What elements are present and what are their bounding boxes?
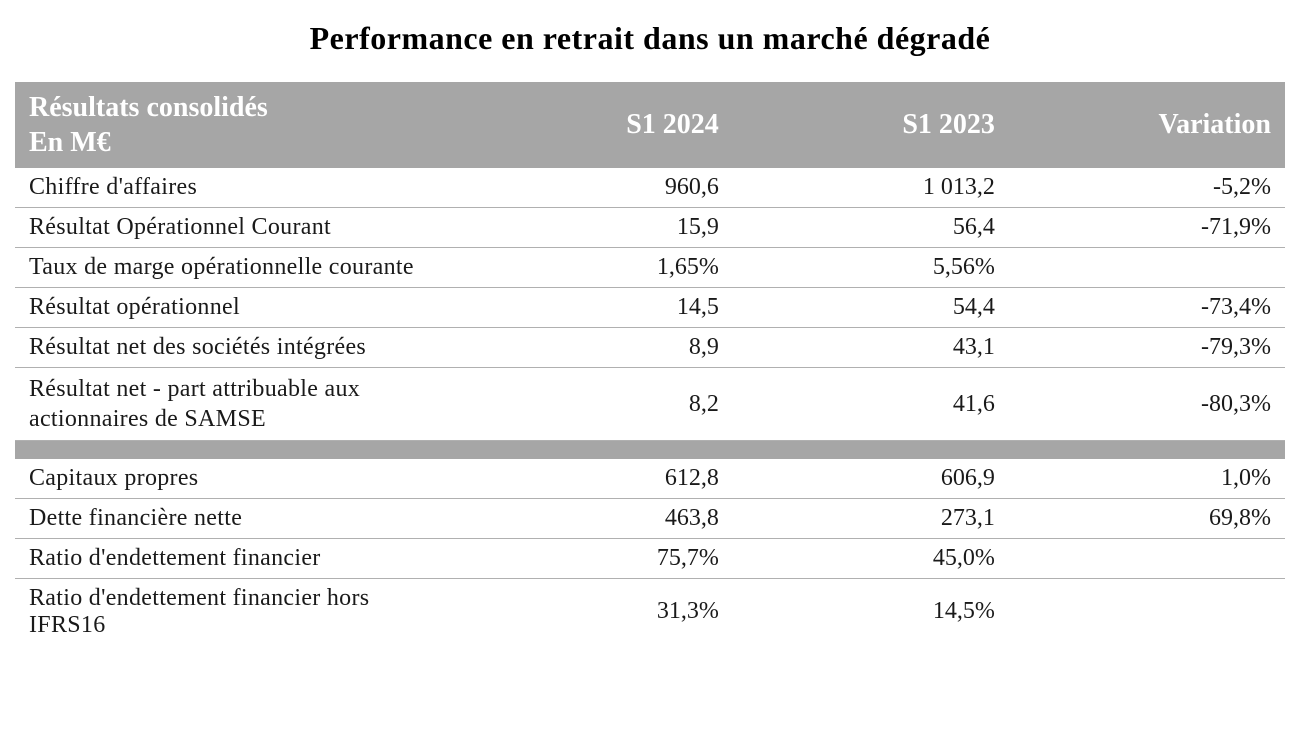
row-val-2023: 41,6 (733, 368, 1009, 441)
table-separator (15, 441, 1285, 459)
row-label: Dette financière nette (15, 498, 457, 538)
row-val-variation: -79,3% (1009, 328, 1285, 368)
row-label: Résultat net - part attribuable aux acti… (15, 368, 457, 441)
table-row: Résultat net - part attribuable aux acti… (15, 368, 1285, 441)
table-row: Dette financière nette 463,8 273,1 69,8% (15, 498, 1285, 538)
row-val-2023: 54,4 (733, 288, 1009, 328)
row-val-2024: 31,3% (457, 578, 733, 645)
row-label: Taux de marge opérationnelle courante (15, 248, 457, 288)
row-val-variation: -80,3% (1009, 368, 1285, 441)
row-val-variation: 69,8% (1009, 498, 1285, 538)
table-row: Résultat opérationnel 14,5 54,4 -73,4% (15, 288, 1285, 328)
row-label: Résultat net des sociétés intégrées (15, 328, 457, 368)
row-val-2024: 1,65% (457, 248, 733, 288)
header-label-line2: En M€ (29, 125, 443, 160)
row-val-2024: 960,6 (457, 168, 733, 208)
row-val-2023: 43,1 (733, 328, 1009, 368)
header-col-s1-2023: S1 2023 (733, 82, 1009, 168)
header-label: Résultats consolidés En M€ (15, 82, 457, 168)
row-label: Ratio d'endettement financier hors IFRS1… (15, 578, 457, 645)
row-val-variation (1009, 248, 1285, 288)
row-label: Résultat opérationnel (15, 288, 457, 328)
row-val-2024: 8,9 (457, 328, 733, 368)
row-val-variation: -5,2% (1009, 168, 1285, 208)
row-label: Chiffre d'affaires (15, 168, 457, 208)
row-val-2024: 463,8 (457, 498, 733, 538)
row-val-variation: -71,9% (1009, 208, 1285, 248)
table-row: Capitaux propres 612,8 606,9 1,0% (15, 459, 1285, 499)
row-val-variation (1009, 578, 1285, 645)
results-table: Résultats consolidés En M€ S1 2024 S1 20… (15, 82, 1285, 645)
row-val-2024: 8,2 (457, 368, 733, 441)
row-val-variation: 1,0% (1009, 459, 1285, 499)
row-val-2023: 45,0% (733, 538, 1009, 578)
table-row: Résultat net des sociétés intégrées 8,9 … (15, 328, 1285, 368)
table-header-row: Résultats consolidés En M€ S1 2024 S1 20… (15, 82, 1285, 168)
row-val-2023: 1 013,2 (733, 168, 1009, 208)
row-val-2024: 75,7% (457, 538, 733, 578)
row-val-2024: 15,9 (457, 208, 733, 248)
row-val-2023: 273,1 (733, 498, 1009, 538)
table-row: Résultat Opérationnel Courant 15,9 56,4 … (15, 208, 1285, 248)
row-val-2023: 14,5% (733, 578, 1009, 645)
header-label-line1: Résultats consolidés (29, 90, 443, 125)
table-row: Ratio d'endettement financier hors IFRS1… (15, 578, 1285, 645)
row-val-2023: 56,4 (733, 208, 1009, 248)
row-label: Capitaux propres (15, 459, 457, 499)
row-val-variation: -73,4% (1009, 288, 1285, 328)
page-title: Performance en retrait dans un marché dé… (10, 20, 1290, 57)
header-col-variation: Variation (1009, 82, 1285, 168)
row-val-2024: 14,5 (457, 288, 733, 328)
row-label: Ratio d'endettement financier (15, 538, 457, 578)
row-label: Résultat Opérationnel Courant (15, 208, 457, 248)
table-row: Taux de marge opérationnelle courante 1,… (15, 248, 1285, 288)
row-val-2023: 606,9 (733, 459, 1009, 499)
row-val-2024: 612,8 (457, 459, 733, 499)
row-val-2023: 5,56% (733, 248, 1009, 288)
header-col-s1-2024: S1 2024 (457, 82, 733, 168)
row-val-variation (1009, 538, 1285, 578)
table-row: Chiffre d'affaires 960,6 1 013,2 -5,2% (15, 168, 1285, 208)
table-row: Ratio d'endettement financier 75,7% 45,0… (15, 538, 1285, 578)
